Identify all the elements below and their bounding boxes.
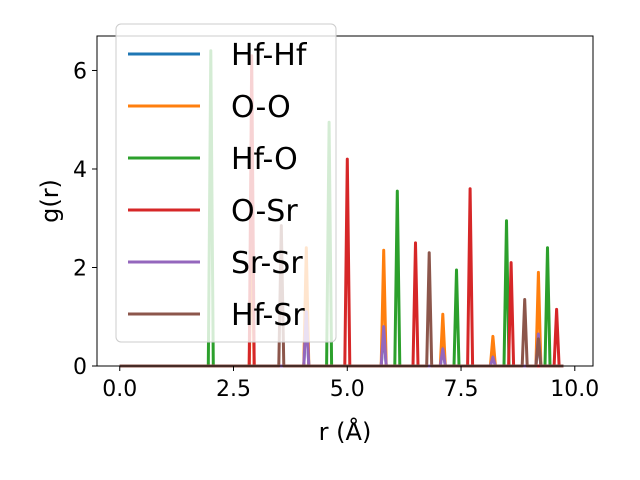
plot-frame <box>96 35 594 367</box>
y-axis-label: g(r) <box>36 179 64 223</box>
y-tick-label: 0 <box>73 355 87 380</box>
legend-label-o-o: O-O <box>231 90 291 125</box>
legend-label-hf-sr: Hf-Sr <box>231 298 305 333</box>
legend-label-hf-hf: Hf-Hf <box>231 38 308 73</box>
x-tick-label: 0.0 <box>102 377 137 402</box>
legend-label-hf-o: Hf-O <box>231 142 298 177</box>
x-tick-label: 7.5 <box>444 377 479 402</box>
x-tick-label: 10.0 <box>550 377 599 402</box>
x-axis-label: r (Å) <box>319 417 372 446</box>
legend-label-o-sr: O-Sr <box>231 194 298 229</box>
y-tick-label: 4 <box>73 158 87 183</box>
legend-label-sr-sr: Sr-Sr <box>231 246 303 281</box>
y-tick-label: 2 <box>73 256 87 281</box>
x-tick-label: 2.5 <box>216 377 251 402</box>
y-tick-label: 6 <box>73 59 87 84</box>
ticks-layer: 0.0 2.5 5.0 7.5 10.0 0 2 4 6 <box>73 59 599 402</box>
legend: Hf-Hf O-O Hf-O O-Sr Sr-Sr Hf-Sr <box>115 23 337 343</box>
x-tick-label: 5.0 <box>330 377 365 402</box>
